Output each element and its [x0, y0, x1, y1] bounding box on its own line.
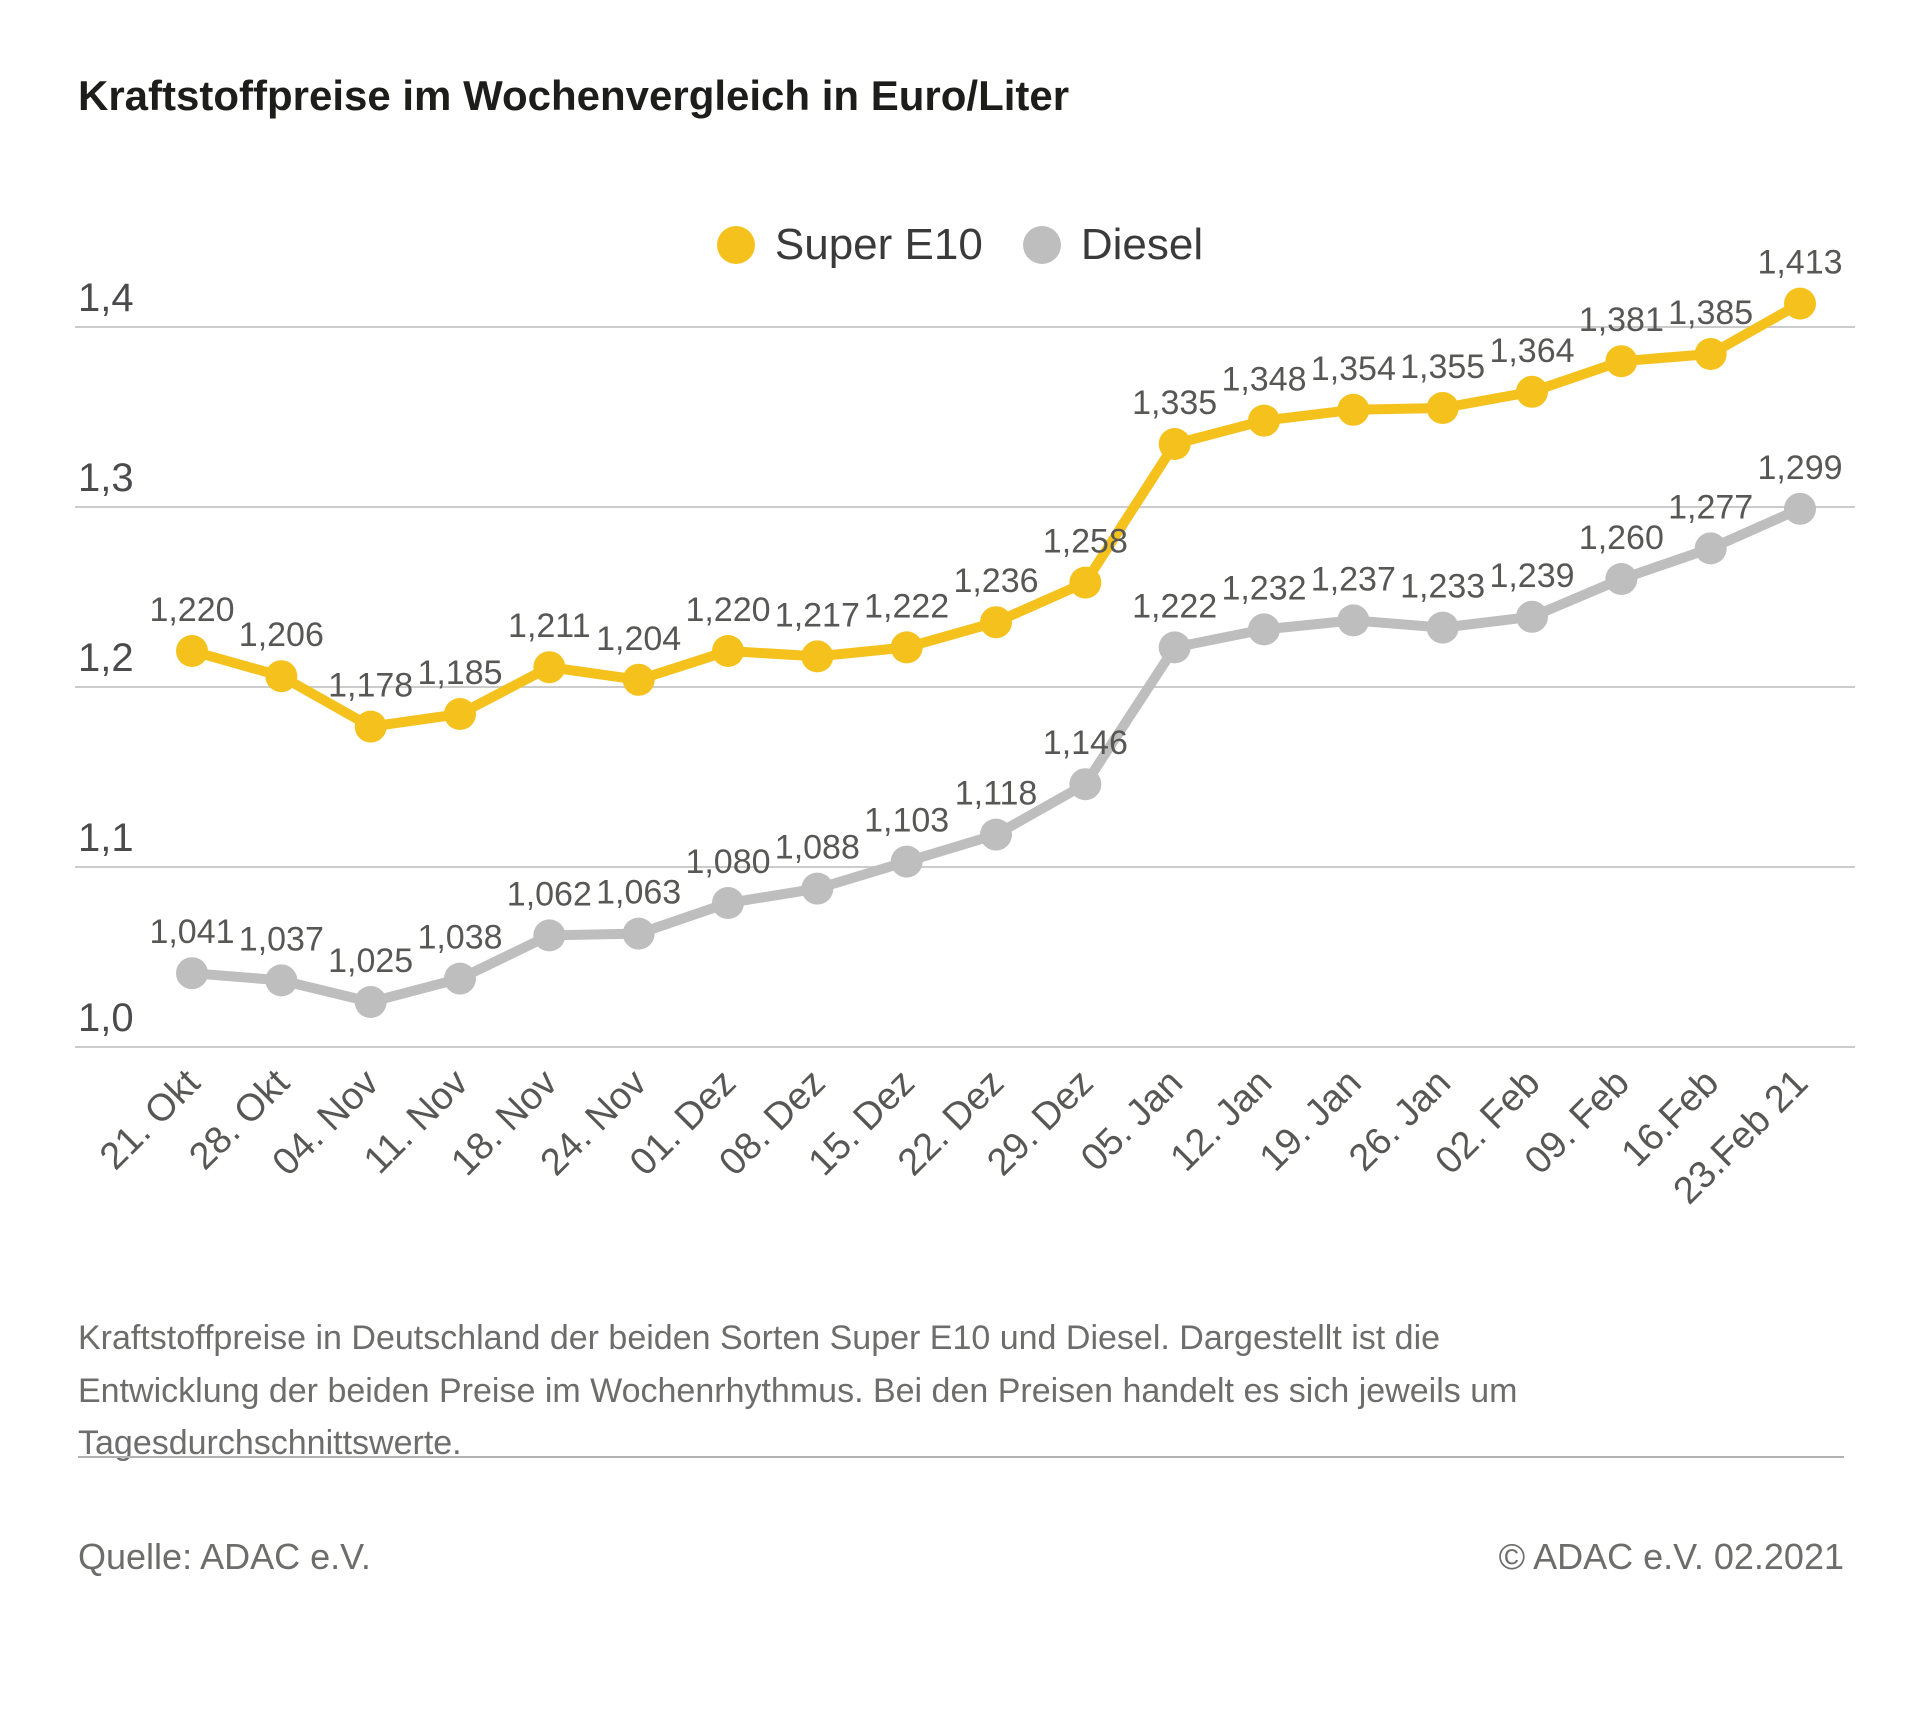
- y-tick-label: 1,1: [78, 816, 134, 860]
- footer: Quelle: ADAC e.V. © ADAC e.V. 02.2021: [78, 1536, 1844, 1578]
- data-point-label-diesel: 1,041: [149, 913, 234, 951]
- y-tick-label: 1,4: [78, 276, 134, 320]
- legend-label-diesel: Diesel: [1080, 220, 1204, 269]
- data-point-label-diesel: 1,237: [1311, 560, 1396, 598]
- legend-item-diesel: Diesel: [1022, 220, 1204, 270]
- data-point-label-diesel: 1,233: [1400, 568, 1485, 606]
- data-point-label-diesel: 1,277: [1668, 488, 1753, 526]
- data-point-diesel: [622, 917, 655, 950]
- data-point-label-diesel: 1,146: [1043, 724, 1128, 762]
- data-point-diesel: [1694, 532, 1727, 565]
- data-point-super-e10: [890, 631, 923, 664]
- data-point-super-e10: [1248, 404, 1280, 437]
- data-point-label-super-e10: 1,258: [1043, 523, 1128, 561]
- data-point-diesel: [980, 818, 1012, 851]
- data-point-super-e10: [1426, 392, 1459, 424]
- data-point-diesel: [1426, 611, 1459, 644]
- data-point-diesel: [533, 919, 566, 952]
- data-point-super-e10: [1158, 428, 1191, 460]
- y-tick-label: 1,2: [78, 636, 134, 680]
- data-point-super-e10: [354, 710, 387, 743]
- data-point-label-super-e10: 1,348: [1221, 361, 1306, 399]
- data-point-diesel: [1069, 768, 1102, 801]
- data-point-diesel: [1248, 613, 1280, 646]
- data-point-label-diesel: 1,232: [1221, 569, 1306, 607]
- data-point-label-diesel: 1,088: [775, 829, 860, 867]
- data-point-diesel: [1337, 604, 1370, 637]
- data-point-diesel: [712, 887, 744, 919]
- data-point-super-e10: [265, 660, 298, 693]
- data-point-label-diesel: 1,222: [1132, 587, 1217, 625]
- copyright-text: © ADAC e.V. 02.2021: [1498, 1536, 1844, 1577]
- data-point-label-diesel: 1,103: [864, 802, 949, 840]
- data-point-diesel: [1784, 492, 1816, 525]
- data-point-super-e10: [444, 698, 476, 730]
- data-point-super-e10: [1337, 393, 1370, 426]
- data-point-label-super-e10: 1,220: [149, 591, 234, 629]
- data-point-diesel: [890, 845, 923, 878]
- data-point-label-super-e10: 1,364: [1489, 332, 1574, 370]
- data-point-label-diesel: 1,118: [955, 775, 1038, 813]
- x-tick-label: 21. Okt: [92, 1061, 209, 1178]
- data-point-label-super-e10: 1,185: [417, 654, 502, 692]
- data-point-diesel: [801, 872, 834, 905]
- data-point-diesel: [1516, 600, 1548, 633]
- data-point-label-diesel: 1,062: [507, 875, 592, 913]
- y-tick-label: 1,3: [78, 456, 134, 500]
- data-point-super-e10: [1605, 345, 1638, 378]
- data-point-diesel: [354, 986, 387, 1018]
- data-point-label-super-e10: 1,178: [328, 667, 413, 705]
- data-point-label-super-e10: 1,385: [1668, 294, 1753, 332]
- data-point-label-super-e10: 1,222: [864, 587, 949, 625]
- data-point-super-e10: [1069, 566, 1102, 599]
- chart-legend: Super E10 Diesel: [0, 220, 1920, 270]
- data-point-super-e10: [801, 640, 834, 673]
- data-point-super-e10: [1694, 338, 1727, 370]
- data-point-super-e10: [980, 606, 1012, 639]
- data-point-label-diesel: 1,063: [596, 874, 681, 912]
- data-point-diesel: [444, 962, 476, 995]
- footer-divider: [78, 1456, 1844, 1458]
- data-point-label-super-e10: 1,335: [1132, 384, 1217, 422]
- data-point-label-diesel: 1,025: [328, 942, 413, 980]
- data-point-super-e10: [712, 635, 744, 667]
- data-point-label-super-e10: 1,211: [508, 607, 591, 645]
- data-point-super-e10: [1784, 287, 1816, 320]
- data-point-label-diesel: 1,038: [417, 919, 502, 957]
- data-point-super-e10: [176, 635, 208, 667]
- data-point-label-diesel: 1,239: [1489, 557, 1574, 595]
- data-point-super-e10: [622, 663, 655, 696]
- data-point-diesel: [1158, 631, 1191, 664]
- legend-item-super-e10: Super E10: [716, 220, 983, 270]
- data-point-label-super-e10: 1,354: [1311, 350, 1396, 388]
- line-chart: 1,0 1,1 1,2 1,3 1,4 21. Okt 28. Okt 04. Nov 11. …: [0, 160, 1920, 1260]
- data-point-label-super-e10: 1,413: [1757, 244, 1842, 282]
- diesel-marker-icon: [1022, 226, 1061, 264]
- data-point-super-e10: [533, 651, 566, 684]
- data-point-label-super-e10: 1,220: [685, 591, 770, 629]
- data-point-diesel: [265, 964, 298, 997]
- data-point-diesel: [176, 957, 208, 990]
- y-tick-label: 1,0: [78, 996, 134, 1040]
- chart-caption: Kraftstoffpreise in Deutschland der beid…: [78, 1319, 1518, 1463]
- data-point-label-super-e10: 1,204: [596, 620, 681, 658]
- data-point-label-super-e10: 1,381: [1579, 301, 1664, 339]
- data-point-label-diesel: 1,037: [239, 920, 324, 958]
- chart-title: Kraftstoffpreise im Wochenvergleich in E…: [78, 72, 1070, 119]
- data-point-super-e10: [1516, 375, 1548, 408]
- data-point-label-diesel: 1,080: [685, 843, 770, 881]
- data-point-diesel: [1605, 563, 1638, 595]
- source-text: Quelle: ADAC e.V.: [78, 1536, 371, 1577]
- data-point-label-diesel: 1,260: [1579, 519, 1664, 557]
- super-e10-marker-icon: [716, 226, 755, 264]
- data-point-label-super-e10: 1,236: [953, 562, 1038, 600]
- legend-label-super-e10: Super E10: [774, 220, 983, 269]
- data-point-label-super-e10: 1,217: [775, 596, 860, 634]
- data-point-label-super-e10: 1,206: [239, 616, 324, 654]
- data-point-label-diesel: 1,299: [1757, 449, 1842, 487]
- data-point-label-super-e10: 1,355: [1400, 348, 1485, 386]
